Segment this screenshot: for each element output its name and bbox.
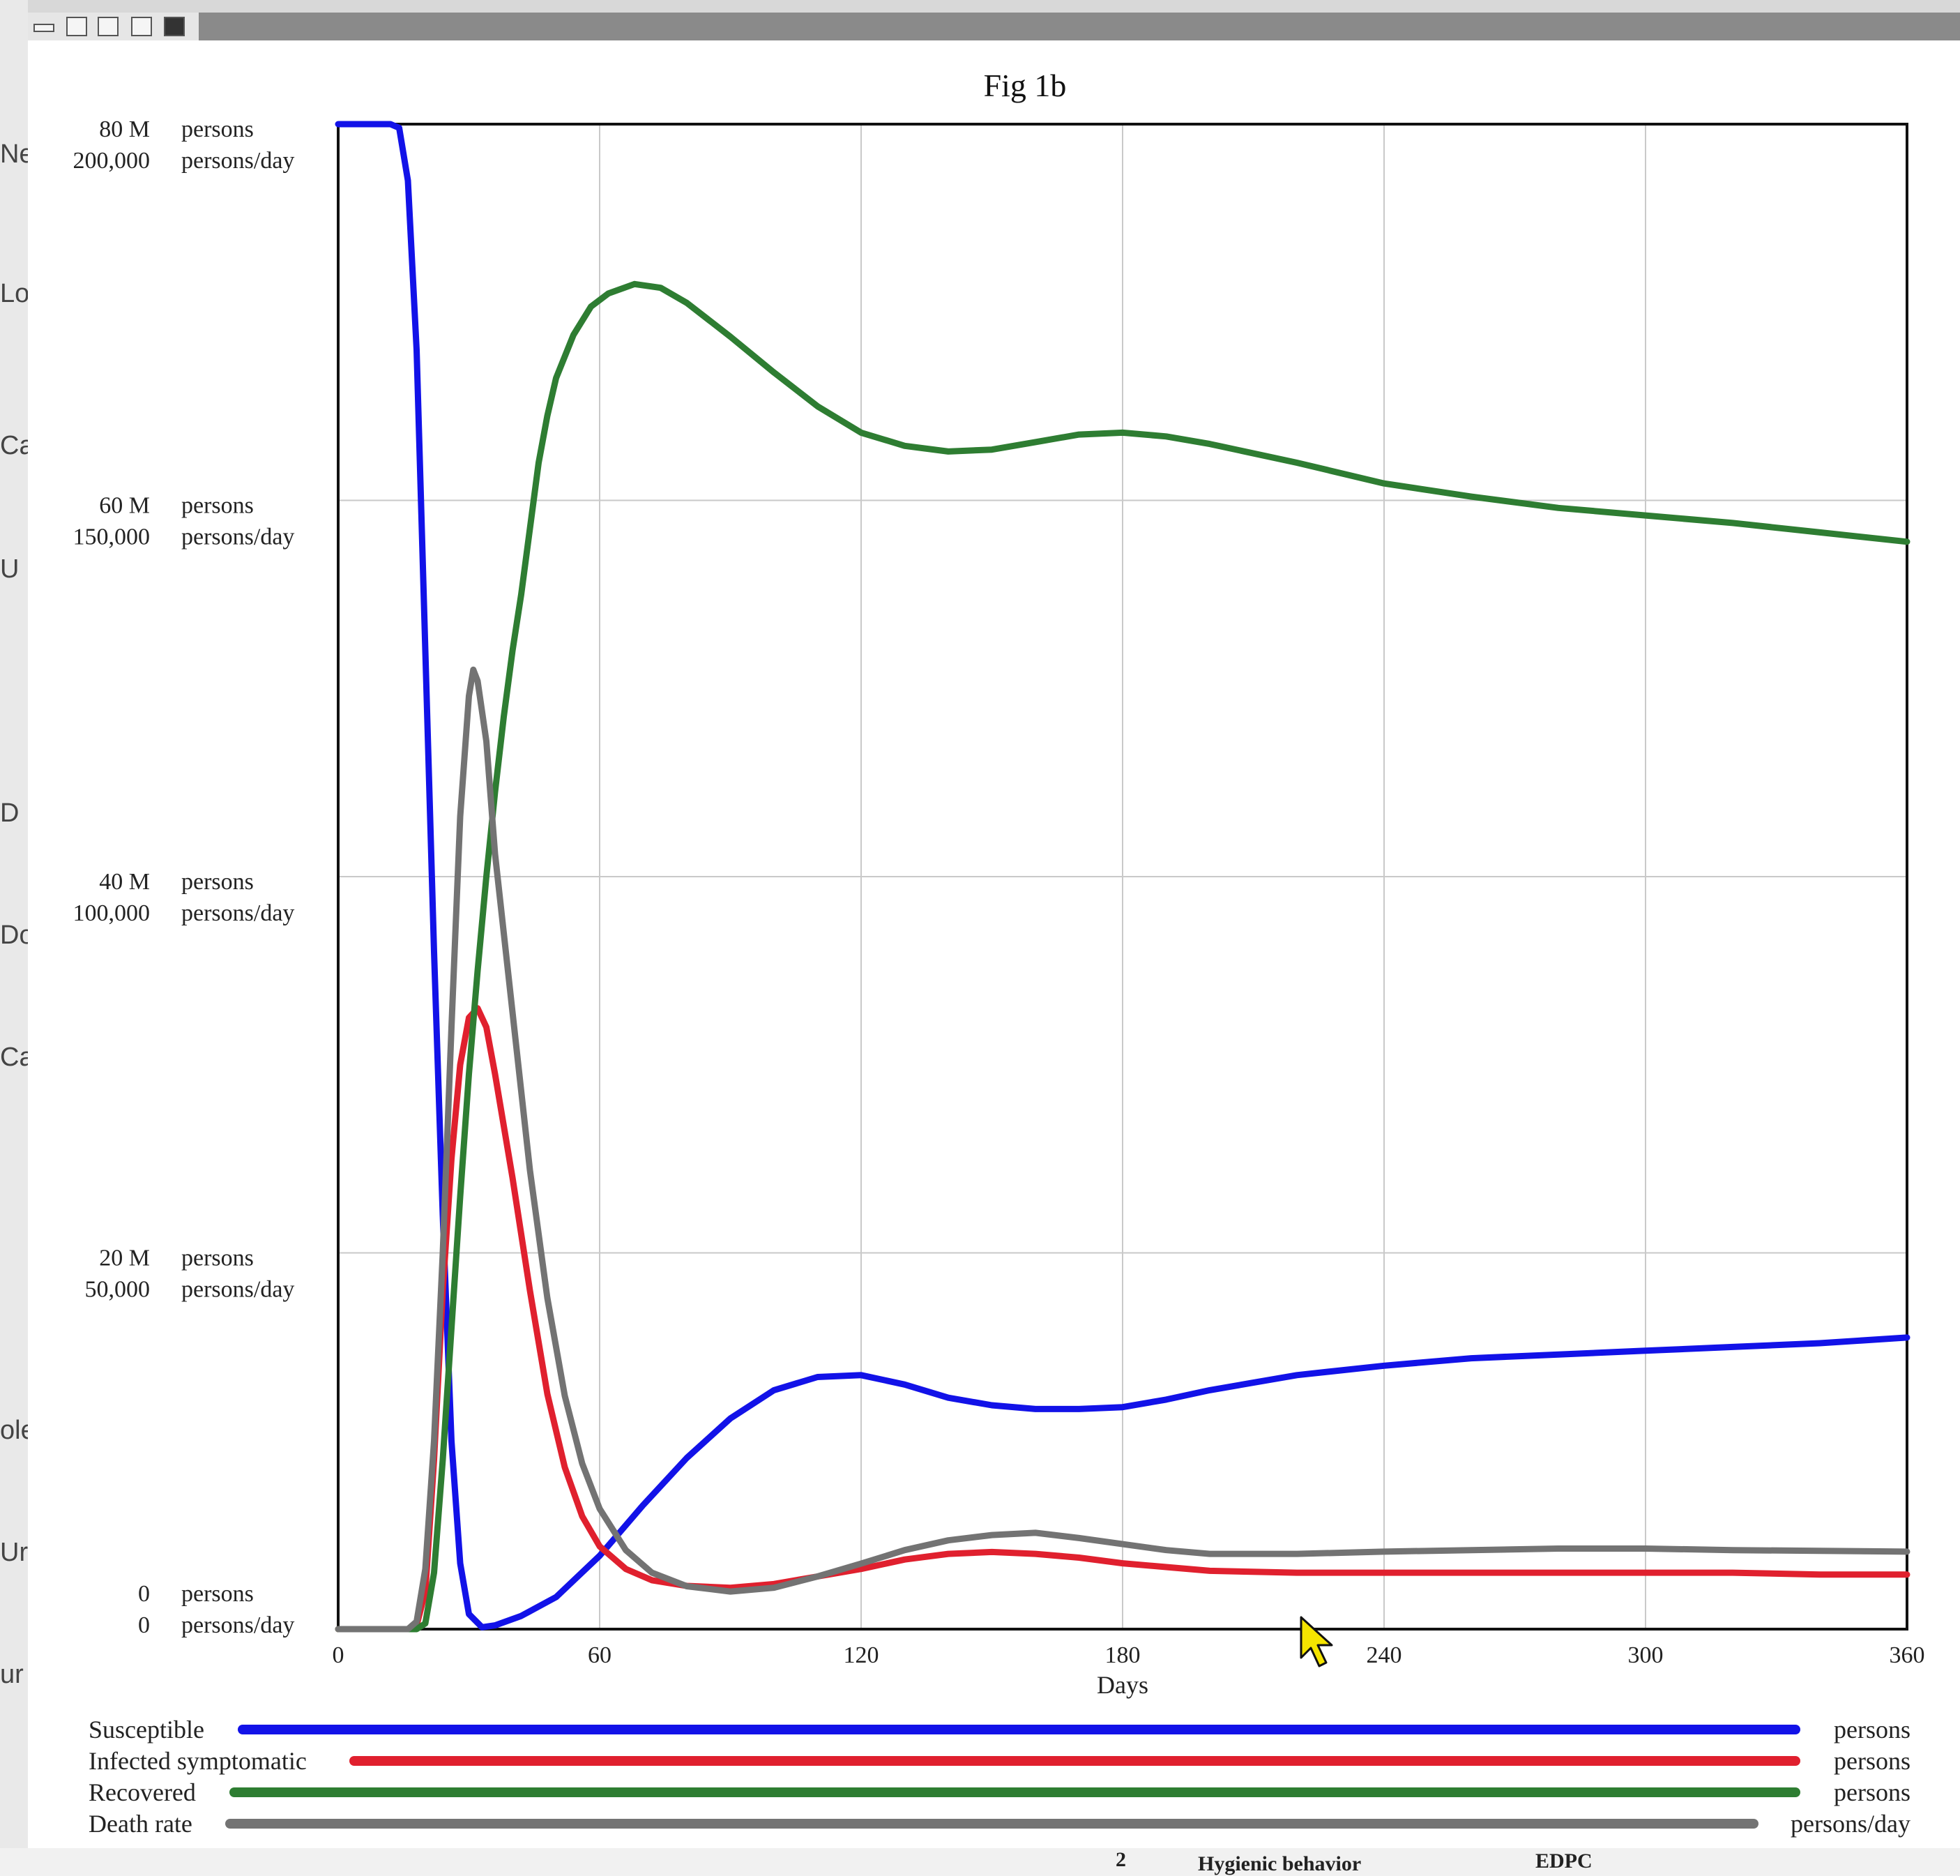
legend-label: Recovered [89, 1778, 196, 1806]
x-tick-label: 60 [588, 1642, 611, 1668]
mouse-cursor-icon [1300, 1616, 1333, 1667]
window-titlebar[interactable] [28, 13, 1960, 40]
lock-icon[interactable] [66, 17, 87, 36]
x-tick-label: 240 [1367, 1642, 1402, 1668]
y-unit-label: persons [181, 1246, 254, 1271]
legend-label: Infected symptomatic [89, 1747, 307, 1775]
background-fragment: ur [0, 1660, 24, 1689]
y-tick-label: 80 M [99, 116, 150, 142]
window-toolbar [28, 13, 199, 40]
x-tick-label: 300 [1628, 1642, 1664, 1668]
y2-tick-label: 0 [138, 1612, 150, 1638]
series-line-susceptible [335, 121, 1910, 1631]
print-icon[interactable] [98, 17, 119, 36]
y2-tick-label: 200,000 [73, 148, 151, 174]
plot-frame [337, 123, 1908, 1631]
x-tick-label: 180 [1105, 1642, 1141, 1668]
y2-tick-label: 100,000 [73, 900, 151, 926]
chart-title: Fig 1b [983, 68, 1067, 103]
y2-unit-label: persons/day [181, 1277, 294, 1303]
legend-unit: persons/day [1791, 1810, 1910, 1838]
line-chart: 0 60 120 180 240 300 360 0 persons 0 persons/day 20… [73, 116, 1925, 1838]
series-line-death-rate [335, 666, 1910, 1633]
legend-label: Susceptible [89, 1716, 204, 1743]
x-tick-label: 0 [333, 1642, 344, 1668]
legend-unit: persons [1834, 1778, 1910, 1806]
y2-unit-label: persons/day [181, 900, 294, 926]
clipboard-icon[interactable] [131, 17, 152, 36]
y-unit-label: persons [181, 116, 254, 142]
x-axis-label: Days [1097, 1671, 1148, 1699]
y2-tick-label: 150,000 [73, 524, 151, 550]
legend-unit: persons [1834, 1747, 1910, 1775]
legend-label: Death rate [89, 1810, 192, 1838]
minimize-icon[interactable] [33, 24, 54, 32]
y-unit-label: persons [181, 1581, 254, 1607]
background-app-bottom: 2 Hygienic behavior EDPC [0, 1848, 1960, 1876]
y-unit-label: persons [181, 493, 254, 519]
background-fragment: Ur [0, 1538, 29, 1567]
y2-tick-label: 50,000 [85, 1277, 151, 1303]
x-tick-label: 120 [844, 1642, 879, 1668]
series-line-recovered [335, 280, 1910, 1633]
background-label: 2 [1116, 1848, 1126, 1871]
y2-unit-label: persons/day [181, 148, 294, 174]
y-tick-label: 0 [138, 1581, 150, 1607]
y2-unit-label: persons/day [181, 1612, 294, 1638]
background-fragment: D [0, 799, 20, 828]
legend-unit: persons [1834, 1716, 1910, 1743]
y2-unit-label: persons/day [181, 524, 294, 550]
y-tick-label: 20 M [99, 1246, 150, 1271]
y-tick-label: 40 M [99, 869, 150, 895]
y-unit-label: persons [181, 869, 254, 895]
save-icon[interactable] [164, 17, 185, 36]
background-label: Hygienic behavior [1198, 1852, 1362, 1875]
background-app-left: Ne Loc Ca U D Do Ca ole Ur ur [0, 0, 43, 1876]
y-tick-label: 60 M [99, 493, 150, 519]
x-tick-label: 360 [1890, 1642, 1925, 1668]
background-fragment: U [0, 554, 20, 584]
chart-window: Fig 1b 0 60 120 180 240 300 360 0 persons 0 person… [28, 13, 1960, 1848]
background-label: EDPC [1535, 1849, 1593, 1873]
